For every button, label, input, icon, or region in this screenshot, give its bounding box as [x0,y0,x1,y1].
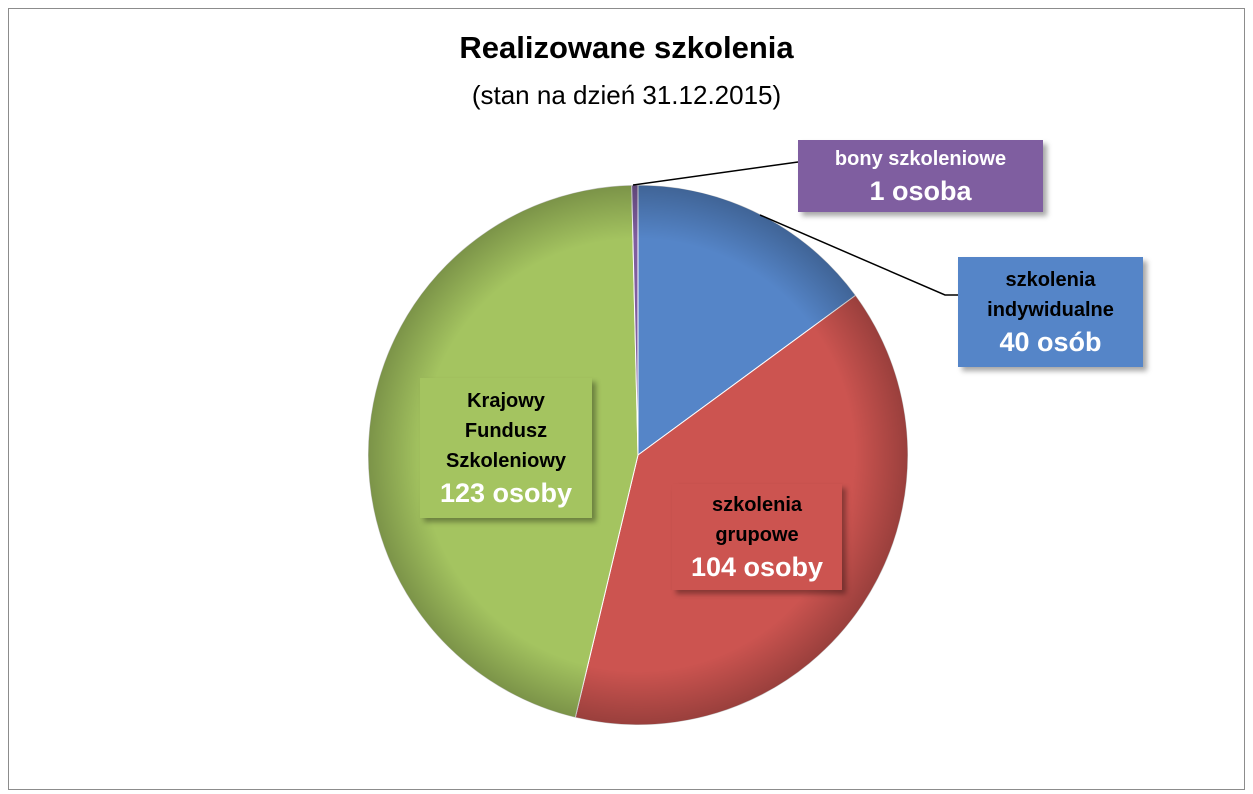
data-label: Krajowy Fundusz Szkoleniowy 123 osoby [420,378,592,518]
leader-line [632,161,799,186]
label-name: Krajowy Fundusz Szkoleniowy [445,390,567,472]
data-label: bony szkoleniowe 1 osoba [798,140,1043,212]
chart-title: Realizowane szkolenia [459,30,794,65]
label-value: 40 osób [999,327,1102,357]
label-value: 104 osoby [690,552,824,582]
leader-line [759,214,958,296]
label-name: szkolenia grupowe [711,494,803,546]
label-name: bony szkoleniowe [834,148,1007,170]
label-value: 1 osoba [869,176,972,206]
data-label: szkolenia grupowe 104 osoby [672,484,842,590]
label-name: szkolenia indywidualne [987,269,1114,321]
pie-shading [368,185,908,725]
chart-subtitle: (stan na dzień 31.12.2015) [471,80,782,110]
label-value: 123 osoby [439,478,573,508]
data-label: szkolenia indywidualne 40 osób [958,257,1143,367]
